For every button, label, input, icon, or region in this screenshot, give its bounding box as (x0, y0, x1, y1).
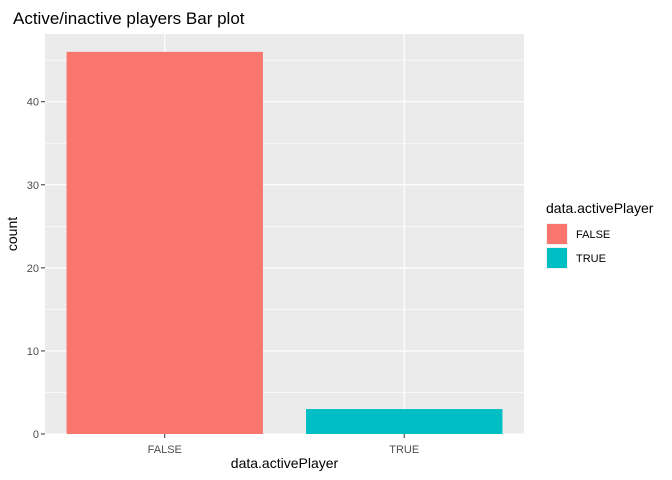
x-tick-label: TRUE (389, 444, 419, 456)
legend-swatch-false (547, 224, 567, 244)
y-tick-label: 20 (27, 263, 39, 275)
y-axis-title: count (4, 217, 20, 251)
y-tick-label: 10 (27, 346, 39, 358)
legend: data.activePlayer FALSE TRUE (546, 200, 654, 269)
chart-title: Active/inactive players Bar plot (13, 9, 245, 28)
x-axis-title: data.activePlayer (231, 455, 339, 471)
x-axis: FALSE TRUE (148, 434, 419, 456)
legend-title: data.activePlayer (546, 200, 654, 216)
y-tick-label: 30 (27, 180, 39, 192)
bar-true (306, 409, 503, 434)
legend-swatch-true (547, 248, 567, 268)
bar-false (66, 51, 263, 435)
legend-label-true: TRUE (576, 253, 606, 265)
legend-label-false: FALSE (576, 229, 610, 241)
x-tick-label: FALSE (148, 444, 182, 456)
y-tick-label: 0 (33, 429, 39, 441)
bars (66, 51, 503, 435)
y-tick-label: 40 (27, 97, 39, 109)
y-axis: 0 10 20 30 40 (27, 97, 45, 441)
